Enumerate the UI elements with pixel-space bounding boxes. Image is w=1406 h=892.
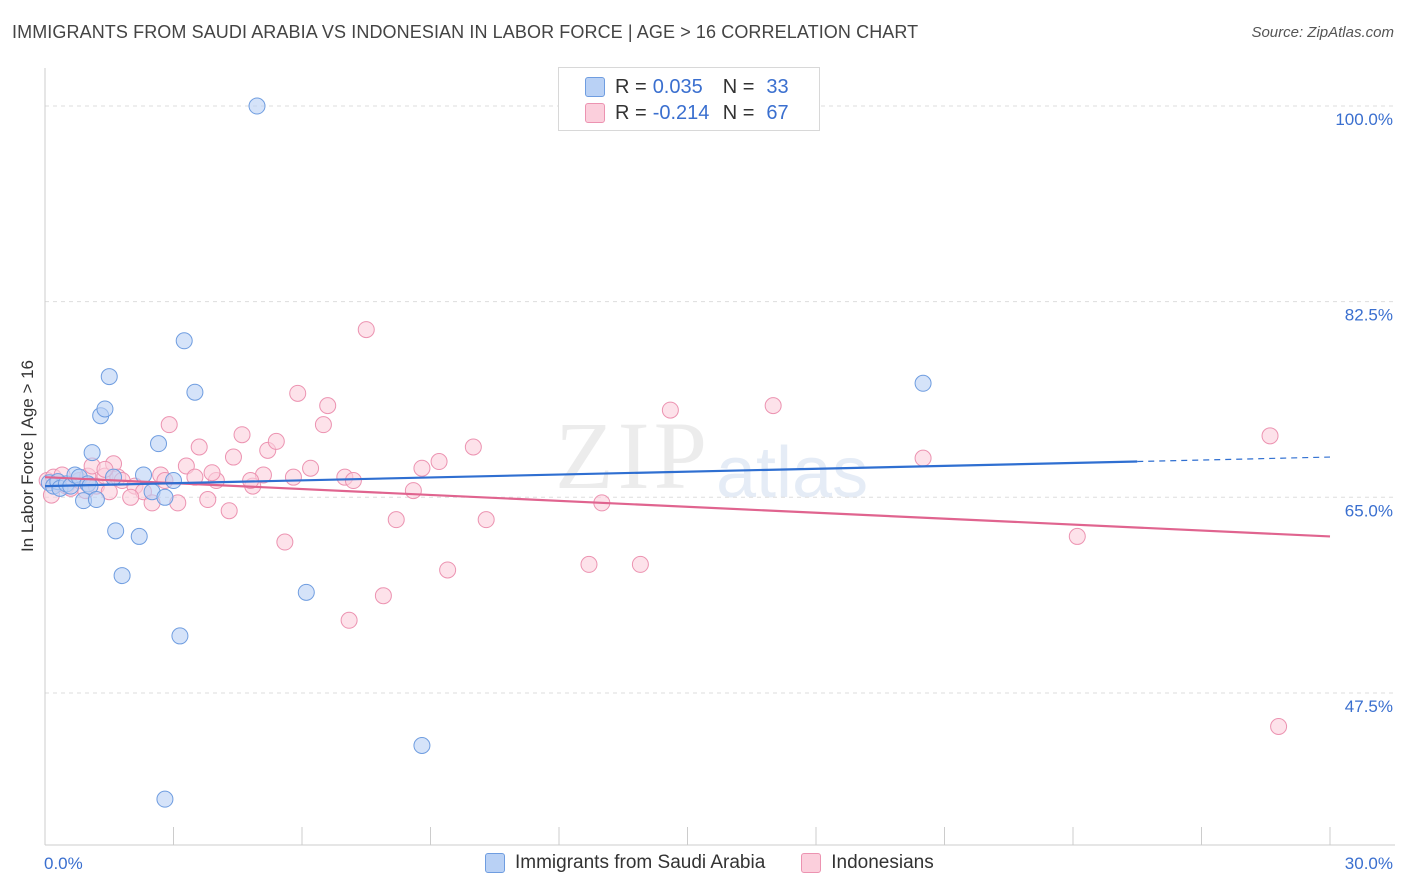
r-value-saudi: 0.035 <box>652 75 703 98</box>
n-label: N = <box>722 101 755 124</box>
n-label: N = <box>722 75 755 98</box>
saudi-arabia-point <box>297 583 315 601</box>
indonesians-point <box>302 459 320 477</box>
saudi-arabia-trend-line <box>44 460 1138 488</box>
indonesians-point <box>357 321 375 339</box>
indonesians-point <box>177 457 195 475</box>
tick-labels: 100.0% 82.5% 65.0% 47.5% 0.0% 30.0% <box>44 110 1393 873</box>
legend-item-saudi[interactable]: Immigrants from Saudi Arabia <box>485 852 765 874</box>
saudi-arabia-point <box>105 468 123 486</box>
indonesians-point <box>404 482 422 500</box>
correlation-legend: R = 0.035 N = 33 R = -0.214 N = 67 <box>558 67 820 131</box>
r-label: R = <box>615 101 647 124</box>
legend-row-indonesians: R = -0.214 N = 67 <box>585 101 789 125</box>
saudi-arabia-point <box>186 383 204 401</box>
saudi-arabia-points <box>40 97 932 808</box>
y-tick-label: 100.0% <box>1335 110 1393 129</box>
series-legend: Immigrants from Saudi Arabia Indonesians <box>485 852 970 874</box>
indonesians-point <box>233 426 251 444</box>
n-value-saudi: 33 <box>766 75 789 98</box>
indonesians-point <box>374 587 392 605</box>
saudi-arabia-point <box>87 491 105 509</box>
indonesians-point <box>284 468 302 486</box>
indonesians-point <box>764 397 782 415</box>
indonesians-point <box>122 488 140 506</box>
indonesians-points <box>38 321 1288 735</box>
saudi-arabia-point <box>248 97 266 115</box>
trend-lines <box>44 456 1331 538</box>
saudi-arabia-point <box>156 488 174 506</box>
indonesians-point <box>319 397 337 415</box>
saudi-swatch <box>585 77 605 97</box>
saudi-arabia-point <box>83 444 101 462</box>
indonesians-point <box>160 416 178 434</box>
source-credit: Source: ZipAtlas.com <box>1251 24 1394 41</box>
indonesians-point <box>1068 527 1086 545</box>
indonesians-point <box>661 401 679 419</box>
legend-label-indonesians: Indonesians <box>831 852 934 873</box>
saudi-arabia-point <box>156 790 174 808</box>
indonesians-point <box>477 511 495 529</box>
indonesians-point <box>314 416 332 434</box>
x-tick-label: 0.0% <box>44 854 83 873</box>
indonesians-point <box>413 459 431 477</box>
indonesians-point <box>430 453 448 471</box>
indonesians-point <box>224 448 242 466</box>
indonesians-point <box>190 438 208 456</box>
indonesians-trend-line <box>44 476 1331 538</box>
indonesians-point <box>344 472 362 490</box>
indonesians-point <box>1270 717 1288 735</box>
legend-row-saudi: R = 0.035 N = 33 <box>585 75 789 99</box>
indonesians-point <box>1261 427 1279 445</box>
indonesians-point <box>267 432 285 450</box>
saudi-arabia-point <box>113 567 131 585</box>
watermark-atlas: atlas <box>716 433 869 513</box>
watermark-zip: ZIP <box>555 402 711 509</box>
y-tick-label: 65.0% <box>1345 501 1393 520</box>
y-tick-label: 47.5% <box>1345 697 1393 716</box>
legend-item-indonesians[interactable]: Indonesians <box>801 852 934 874</box>
saudi-arabia-trend-extension <box>1137 456 1331 463</box>
x-tick-label: 30.0% <box>1345 854 1393 873</box>
indonesians-point <box>439 561 457 579</box>
saudi-arabia-point <box>107 522 125 540</box>
indonesians-point <box>340 611 358 629</box>
axes <box>44 68 1395 846</box>
r-value-indonesians: -0.214 <box>652 101 710 124</box>
legend-label-saudi: Immigrants from Saudi Arabia <box>515 852 766 873</box>
grid-lines <box>45 105 1395 694</box>
saudi-arabia-point <box>130 527 148 545</box>
saudi-arabia-point <box>150 435 168 453</box>
saudi-arabia-point <box>100 368 118 386</box>
saudi-swatch <box>485 853 505 873</box>
n-value-indonesians: 67 <box>766 101 789 124</box>
indonesians-point <box>914 449 932 467</box>
indonesians-point <box>203 464 221 482</box>
indonesians-swatch <box>801 853 822 873</box>
r-label: R = <box>615 75 647 98</box>
indonesians-point <box>199 491 217 509</box>
saudi-arabia-point <box>96 400 114 418</box>
indonesians-point <box>276 533 294 551</box>
chart-title: IMMIGRANTS FROM SAUDI ARABIA VS INDONESI… <box>12 22 919 42</box>
saudi-arabia-point <box>165 472 182 490</box>
indonesians-point <box>464 438 482 456</box>
y-tick-label: 82.5% <box>1345 306 1393 325</box>
indonesians-point <box>631 555 649 573</box>
saudi-arabia-point <box>914 374 932 392</box>
indonesians-point <box>580 555 598 573</box>
saudi-arabia-point <box>413 736 431 754</box>
indonesians-point <box>289 384 307 402</box>
indonesians-swatch <box>585 103 605 123</box>
indonesians-point <box>387 511 405 529</box>
saudi-arabia-point <box>171 627 189 645</box>
saudi-arabia-point <box>175 332 193 350</box>
indonesians-point <box>220 502 238 520</box>
